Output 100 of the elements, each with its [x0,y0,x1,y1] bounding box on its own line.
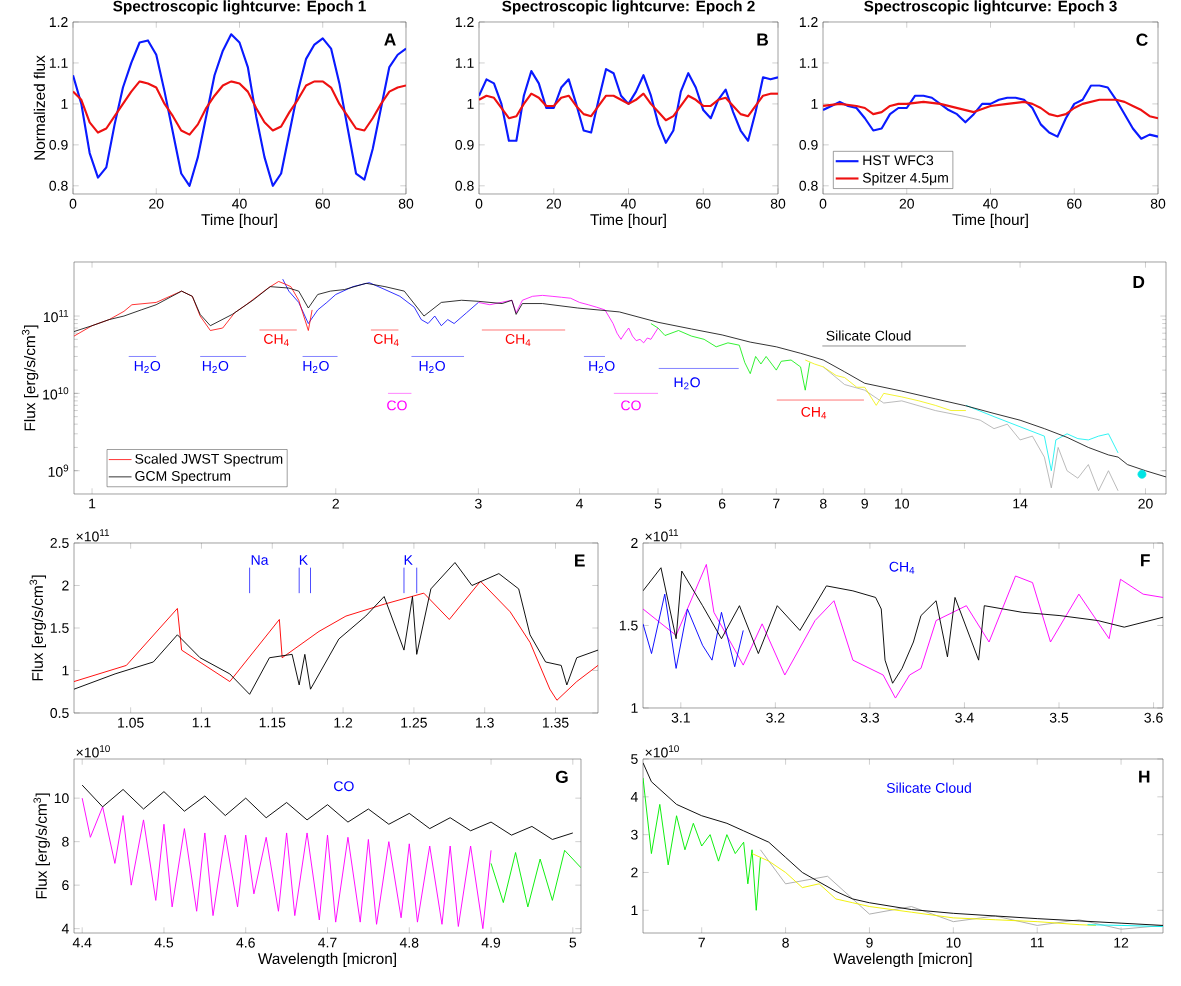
x-tick-label: 60 [1067,198,1082,209]
x-tick-label: 40 [621,198,636,209]
y-tick-label: 4 [61,923,69,934]
annotation: CO [387,400,407,411]
text: ×10$^{11}$ [76,529,110,542]
annotation: H [1139,770,1150,783]
x-tick-label: 9 [866,937,873,948]
x-tick-label: 3.1 [671,712,690,723]
y-tick-label: 1.1 [455,58,474,68]
line-series [751,853,1097,926]
x-tick-label: 10 [895,498,910,509]
x-tick-label: 8 [820,498,827,509]
annotation: H$_{2}$O [134,360,161,373]
line-series [73,80,406,136]
chart-title: Spectroscopic lightcurve: Epoch 1 [113,0,366,15]
y-tick-label: 10$^{9}$ [48,464,69,477]
x-tick-label: 8 [782,937,789,948]
x-tick-label: 4.7 [318,937,337,948]
x-tick-label: 0 [475,198,483,209]
x-tick-label: 4.8 [399,937,419,948]
x-tick-label: 3.4 [955,712,974,723]
line-series [479,68,778,144]
x-tick-label: 80 [398,198,414,209]
y-tick-label: 2 [62,580,69,591]
y-tick-label: 1 [631,905,638,916]
annotation: F [1141,554,1150,567]
annotation: K [299,555,308,565]
y-tick-label: 10$^{11}$ [43,309,69,323]
y-axis-title: Flux [erg/s/cm$^{3}$] [33,793,50,899]
y-tick-label: 2 [631,867,638,878]
y-axis-title: Normalized flux [33,55,46,160]
annotation: A [384,33,396,46]
annotation: H$_{2}$O [674,377,700,390]
x-axis-title: Time [hour] [201,213,277,229]
x-tick-label: 1.35 [542,717,569,728]
y-tick-label: 10 [54,793,69,804]
x-tick-label: 20 [546,198,561,209]
annotation: CH$_{4}$ [505,334,531,346]
x-tick-label: 11 [1031,937,1044,948]
x-tick-label: 4.5 [154,937,174,948]
y-tick-label: 1.1 [49,58,68,68]
x-tick-label: 1 [89,498,96,509]
x-tick-label: 80 [1150,198,1166,209]
y-tick-label: 0.8 [455,180,474,191]
x-tick-label: 1.25 [401,717,427,728]
annotation: Na [251,555,269,565]
x-axis-title: Time [hour] [952,213,1028,229]
y-axis-title: Flux [erg/s/cm$^{3}$] [21,325,39,431]
x-tick-label: 9 [861,498,868,509]
annotation: CH$_{4}$ [264,334,289,346]
y-tick-label: 1 [467,99,474,109]
legend-label: GCM Spectrum [135,471,231,484]
line-series [74,580,598,701]
annotation: K [404,555,413,565]
line-series [490,849,581,908]
text: ×10$^{10}$ [76,745,110,758]
x-tick-label: 3.6 [1144,712,1163,723]
x-tick-label: 1.05 [118,717,144,728]
y-tick-label: 2.5 [50,538,69,548]
legend-label: Spitzer 4.5μm [862,172,948,186]
x-tick-label: 2 [332,498,339,509]
x-tick-label: 3.2 [766,712,785,723]
annotation: H$_{2}$O [303,360,329,373]
x-tick-label: 60 [315,198,330,209]
x-tick-label: 12 [1114,937,1129,948]
x-tick-label: 0 [69,198,77,209]
y-tick-label: 0.5 [50,708,69,718]
x-tick-label: 1.1 [192,717,211,728]
x-tick-label: 4.6 [236,937,255,948]
annotation: CH$_{4}$ [374,334,399,346]
y-tick-label: 1.5 [50,623,69,633]
x-tick-label: 10 [946,937,961,948]
line-series [73,33,406,187]
x-tick-label: 7 [698,937,705,948]
y-axis-title: Flux [erg/s/cm$^{3}$] [29,575,47,681]
chart-title: Spectroscopic lightcurve: Epoch 3 [864,0,1117,15]
text: ×10$^{10}$ [645,745,679,758]
y-tick-label: 1.2 [49,17,68,27]
y-tick-label: 0.8 [799,180,818,191]
legend-label: Scaled JWST Spectrum [135,453,283,467]
y-tick-label: 3 [631,829,638,840]
y-tick-label: 6 [62,880,69,891]
annotation: H$_{2}$O [419,360,445,373]
legend-label: HST WFC3 [863,155,934,166]
annotation: H$_{2}$O [202,360,229,373]
y-tick-label: 10$^{10}$ [43,387,69,400]
y-tick-label: 1 [62,665,69,676]
x-tick-label: 4.9 [481,937,501,948]
line-series [81,797,492,930]
y-tick-label: 1.2 [455,17,474,27]
x-tick-label: 20 [1138,498,1153,509]
x-tick-label: 3 [475,498,482,509]
y-tick-label: 4 [630,792,638,802]
y-tick-label: 0.9 [455,139,474,150]
x-tick-label: 4.4 [72,937,92,948]
x-tick-label: 6 [718,498,726,509]
annotation: Silicate Cloud [886,782,971,793]
x-tick-label: 1.15 [259,717,286,728]
x-tick-label: 60 [696,198,711,209]
y-tick-label: 0.8 [49,180,68,191]
